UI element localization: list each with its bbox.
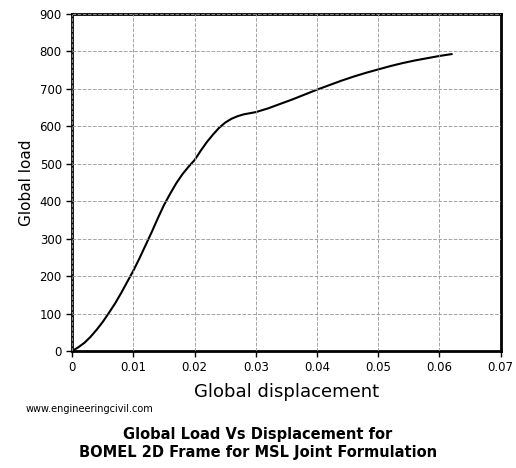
Text: BOMEL 2D Frame for MSL Joint Formulation: BOMEL 2D Frame for MSL Joint Formulation [79, 445, 437, 460]
Y-axis label: Global load: Global load [19, 139, 34, 226]
Text: www.engineeringcivil.com: www.engineeringcivil.com [26, 404, 154, 414]
Text: Global Load Vs Displacement for: Global Load Vs Displacement for [123, 427, 393, 442]
X-axis label: Global displacement: Global displacement [194, 383, 379, 401]
